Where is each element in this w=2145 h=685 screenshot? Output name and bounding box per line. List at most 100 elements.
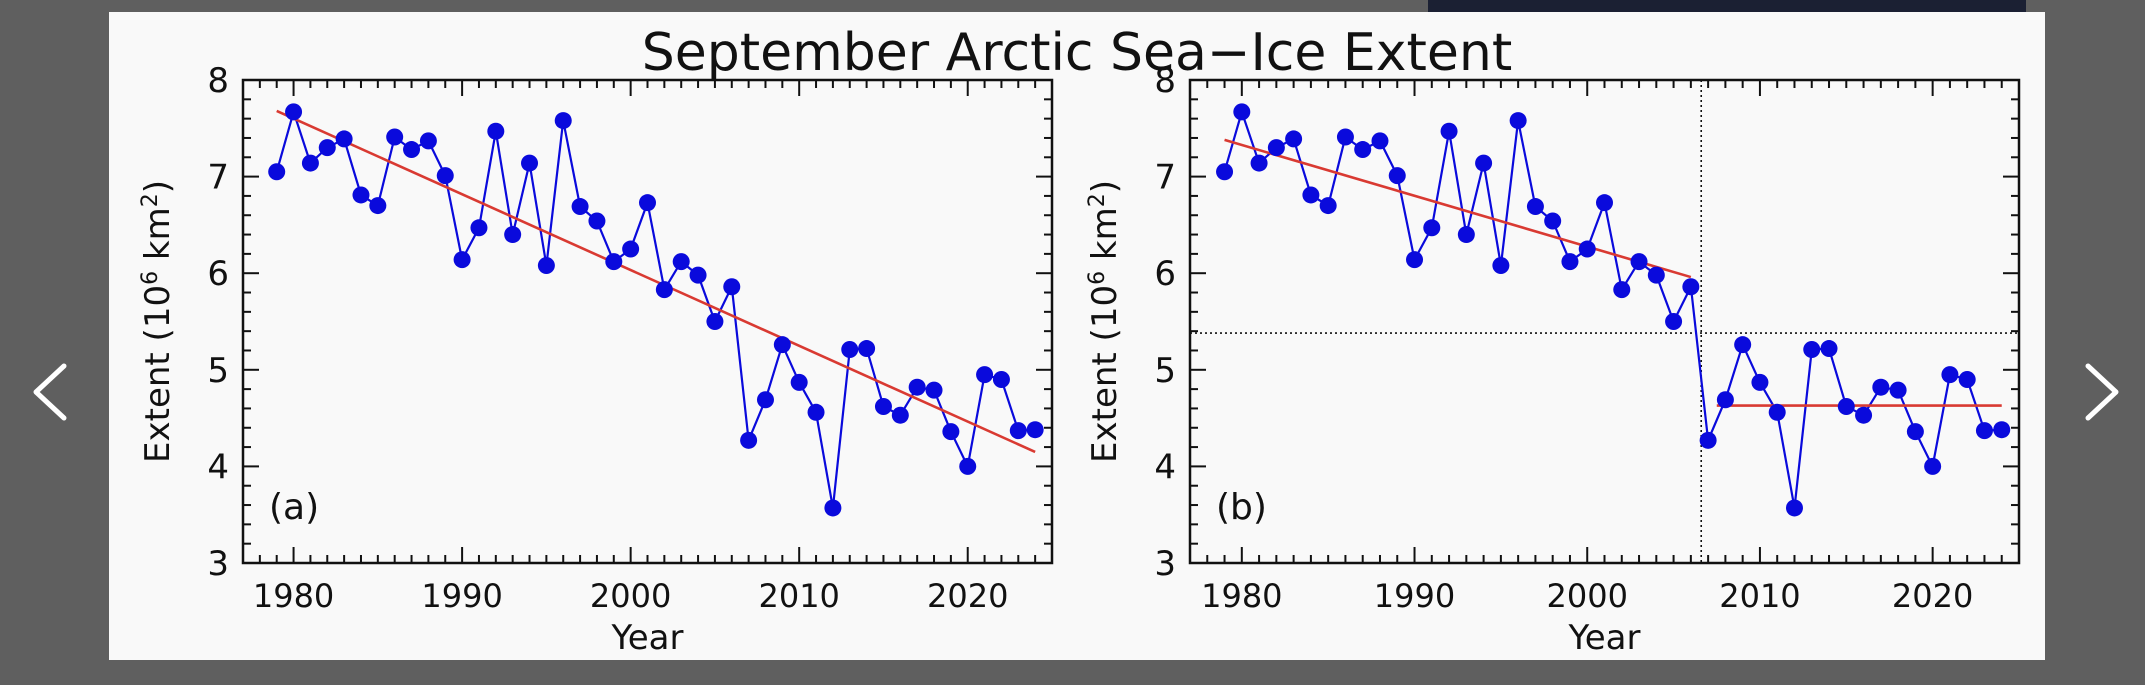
data-point: [1233, 103, 1251, 121]
y-axis-label-superscript: 2: [138, 193, 163, 207]
y-tick-label: 4: [207, 447, 229, 487]
data-point: [773, 336, 791, 354]
data-point: [976, 366, 994, 384]
data-point: [1647, 266, 1665, 284]
data-point: [1975, 422, 1993, 440]
data-point: [841, 341, 859, 359]
y-tick-label: 8: [1154, 61, 1176, 101]
y-tick-label: 3: [207, 544, 229, 584]
data-point: [521, 154, 539, 172]
data-point: [554, 112, 572, 130]
data-point: [622, 240, 640, 258]
chevron-right-icon: [2085, 363, 2119, 421]
data-point: [1526, 198, 1544, 216]
data-point: [1665, 313, 1683, 330]
data-point: [756, 391, 774, 409]
data-point: [436, 167, 454, 185]
data-point: [352, 186, 370, 204]
series-line: [1223, 108, 2002, 509]
data-point: [453, 251, 471, 269]
data-point: [672, 253, 690, 271]
data-point: [1768, 403, 1786, 421]
data-point: [419, 132, 437, 150]
y-tick-label: 6: [207, 254, 229, 294]
data-point: [992, 370, 1010, 388]
data-point: [1009, 422, 1027, 440]
data-point: [1285, 130, 1303, 148]
y-axis-label-part: km: [138, 207, 178, 271]
data-point: [807, 403, 825, 421]
data-point: [740, 431, 758, 449]
data-point: [1613, 281, 1631, 299]
data-point: [942, 423, 960, 441]
data-point: [1855, 406, 1873, 424]
y-tick-label: 7: [1154, 158, 1176, 198]
data-point: [571, 198, 589, 216]
chart-panel-2: 1980 1990 2000 2010 2020 3 4 5 6 7 8 Year Extent (10…: [1085, 61, 2021, 658]
y-axis-label: Extent (106 km2): [138, 180, 179, 463]
data-point: [487, 122, 505, 140]
data-point: [1302, 186, 1320, 204]
data-point: [386, 128, 404, 146]
data-point: [1406, 251, 1424, 269]
data-point: [925, 381, 943, 399]
y-axis-label-superscript: 6: [138, 271, 163, 285]
y-axis-label-part: ): [138, 180, 178, 193]
x-tick-label: 2000: [1547, 577, 1628, 615]
data-point: [1026, 421, 1044, 439]
panel-label: (b): [1216, 487, 1267, 528]
data-point: [588, 212, 606, 230]
data-point: [790, 373, 808, 391]
data-point: [1596, 194, 1613, 212]
data-point: [1250, 154, 1268, 172]
y-tick-label: 8: [207, 61, 229, 101]
previous-slide-button[interactable]: [20, 362, 80, 422]
data-point: [1336, 128, 1354, 146]
data-point: [470, 219, 488, 237]
data-point: [1457, 226, 1475, 244]
data-point: [1475, 154, 1493, 172]
data-point: [1803, 341, 1821, 359]
data-point: [1544, 212, 1562, 230]
data-point: [1319, 197, 1337, 215]
data-point: [689, 266, 707, 284]
data-point: [1509, 112, 1527, 130]
data-point: [504, 226, 522, 244]
data-point: [1388, 167, 1406, 185]
y-axis-label-superscript: 2: [1085, 193, 1110, 207]
x-tick-label: 1990: [421, 577, 502, 615]
y-tick-label: 7: [207, 158, 229, 198]
data-point: [655, 281, 673, 299]
data-point: [891, 406, 909, 424]
x-tick-label: 2000: [590, 577, 671, 615]
trend-line-1: [1224, 138, 1692, 279]
figure-slide: September Arctic Sea−Ice Extent 1980 1990…: [109, 12, 2045, 660]
series-line: [275, 108, 1036, 509]
data-point: [908, 378, 926, 396]
data-point: [639, 194, 656, 212]
data-point: [1820, 340, 1838, 358]
panel-label: (a): [269, 487, 319, 528]
data-point: [285, 103, 303, 121]
data-point: [1751, 373, 1769, 391]
y-tick-label: 4: [1154, 447, 1176, 487]
data-point: [1561, 253, 1579, 271]
data-point: [1924, 457, 1942, 475]
x-axis-label: Year: [1568, 618, 1641, 658]
data-point: [1440, 122, 1458, 140]
data-point: [1578, 240, 1596, 258]
data-point: [1785, 499, 1803, 517]
y-tick-label: 3: [1154, 544, 1176, 584]
data-point: [369, 197, 387, 215]
background-slide-edge: [1428, 0, 2026, 12]
data-point: [1734, 336, 1752, 354]
data-point: [301, 154, 319, 172]
next-slide-button[interactable]: [2072, 362, 2132, 422]
y-axis-label-part: ): [1085, 180, 1125, 193]
data-point: [1958, 370, 1976, 388]
data-point: [403, 141, 421, 159]
data-point: [1371, 132, 1389, 150]
data-point: [1699, 431, 1717, 449]
data-point: [537, 256, 555, 274]
